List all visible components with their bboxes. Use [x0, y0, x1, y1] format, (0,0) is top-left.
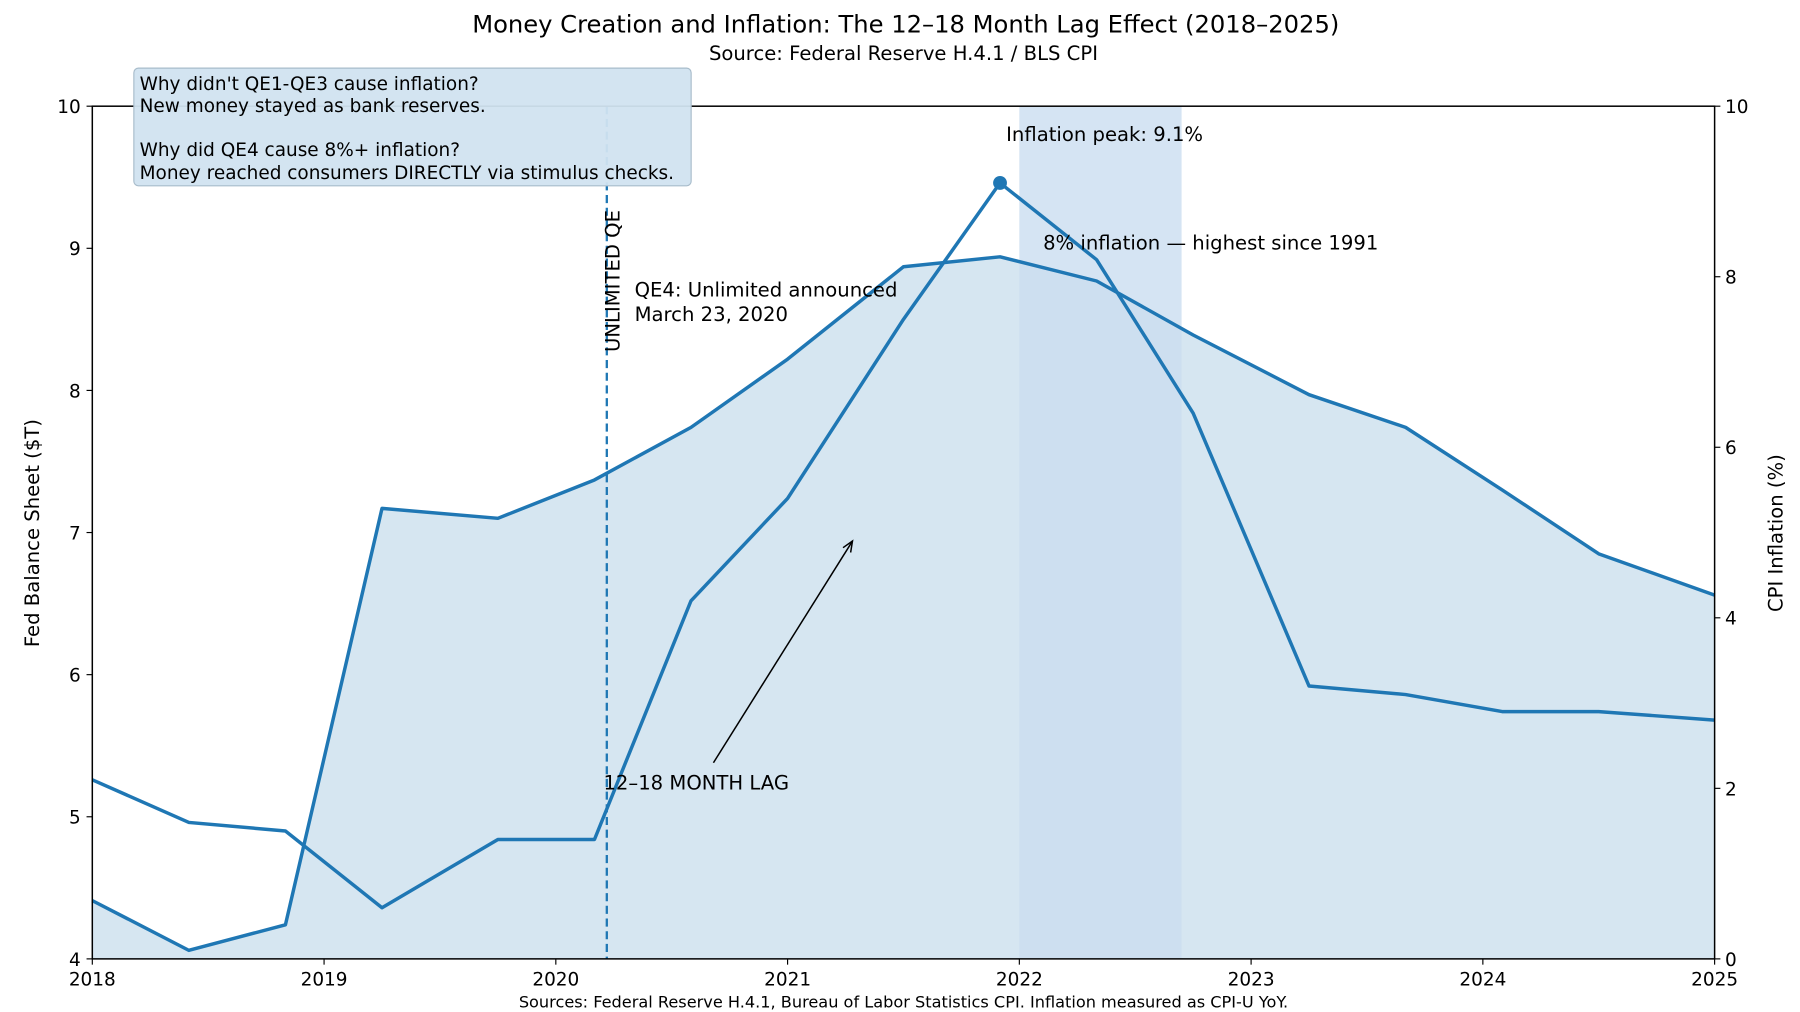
x-tick-label: 2023	[1228, 969, 1275, 990]
textbox-line: Why didn't QE1-QE3 cause inflation?	[140, 74, 479, 95]
y-left-tick-label: 5	[69, 808, 81, 829]
y-right-tick-label: 10	[1725, 97, 1748, 118]
chart-title: Money Creation and Inflation: The 12–18 …	[472, 10, 1339, 38]
chart-subtitle: Source: Federal Reserve H.4.1 / BLS CPI	[709, 42, 1098, 65]
plot-area: 2018 2019 2020 2021 2022 2023 2024 2025 4 5 6 7 8 9 10…	[57, 97, 1748, 990]
x-tick-label: 2025	[1691, 969, 1738, 990]
y-left-tick-label: 4	[69, 950, 81, 971]
area-fill	[92, 256, 1715, 959]
footer-text: Sources: Federal Reserve H.4.1, Bureau o…	[519, 992, 1288, 1011]
qe4-label-1: QE4: Unlimited announced	[635, 279, 898, 302]
lag-arrow	[712, 540, 854, 764]
textbox-line: Money reached consumers DIRECTLY via sti…	[140, 163, 674, 184]
x-tick-label: 2020	[532, 969, 579, 990]
y-right-tick-label: 6	[1725, 438, 1737, 459]
x-tick-label: 2022	[996, 969, 1043, 990]
y-right-tick-label: 4	[1725, 609, 1737, 630]
y-left-tick-label: 9	[69, 239, 81, 260]
y-left-label: Fed Balance Sheet ($T)	[21, 419, 44, 647]
y-left-tick-label: 6	[69, 666, 81, 687]
y-left-tick-label: 10	[57, 97, 80, 118]
peak-marker	[993, 176, 1007, 190]
y-right-label: CPI Inflation (%)	[1765, 454, 1788, 612]
x-tick-label: 2018	[69, 969, 116, 990]
y-left-tick-label: 8	[69, 381, 81, 402]
lag-label: 12–18 MONTH LAG	[603, 771, 789, 794]
qe4-label-2: March 23, 2020	[635, 303, 788, 326]
y-right-tick-label: 0	[1725, 950, 1737, 971]
y-right-tick-label: 8	[1725, 268, 1737, 289]
y-right-tick-label: 2	[1725, 779, 1737, 800]
textbox-line: Why did QE4 cause 8%+ inflation?	[140, 140, 460, 161]
x-tick-label: 2024	[1459, 969, 1506, 990]
textbox-line: New money stayed as bank reserves.	[140, 96, 486, 117]
peak-label: Inflation peak: 9.1%	[1006, 123, 1203, 146]
vline-label: UNLIMITED QE	[602, 210, 625, 352]
arrow-head	[842, 539, 854, 553]
highest-label: 8% inflation — highest since 1991	[1043, 231, 1378, 254]
highlight-overlay	[1019, 106, 1182, 959]
info-textbox: Why didn't QE1-QE3 cause inflation? New …	[133, 67, 692, 187]
y-left-tick-label: 7	[69, 523, 81, 544]
x-tick-label: 2021	[764, 969, 811, 990]
x-tick-label: 2019	[301, 969, 348, 990]
